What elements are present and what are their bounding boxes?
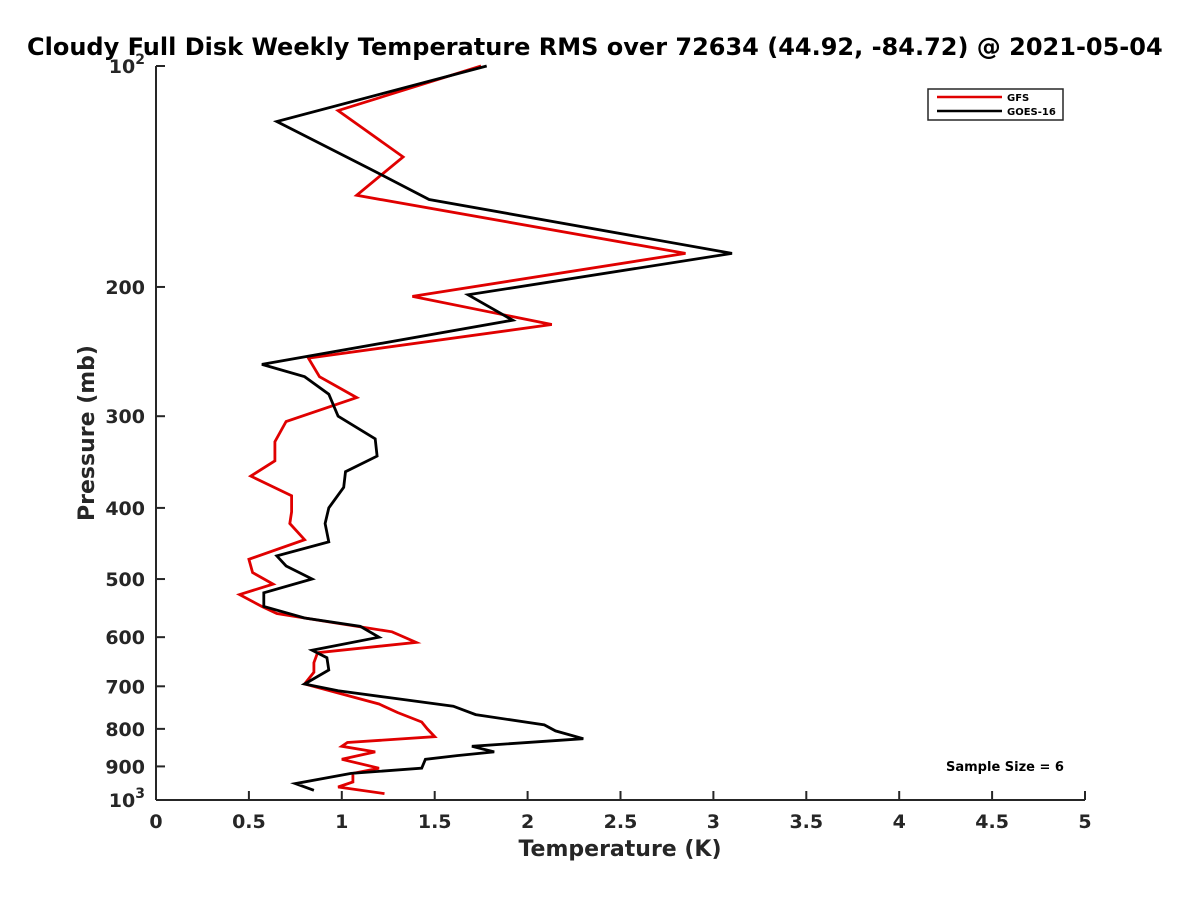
- x-ticks: 0 0.5 1 1.5 2 2.5 3 3.5 4 4.5 5: [149, 791, 1092, 833]
- legend: GFS GOES-16: [927, 88, 1064, 121]
- x-tick-label: 3.5: [789, 811, 823, 833]
- x-tick-label: 1.5: [418, 811, 452, 833]
- y-tick-label: 300: [105, 406, 145, 428]
- x-tick-label: 1: [335, 811, 348, 833]
- x-tick-label: 0: [149, 811, 162, 833]
- x-tick-label: 4: [893, 811, 906, 833]
- series-line-goes16: [261, 64, 733, 792]
- y-ticks: 102 200 300 400 500 600 700 800 900 103: [105, 52, 165, 812]
- x-tick-label: 2: [521, 811, 534, 833]
- y-tick-label: 600: [105, 627, 145, 649]
- y-tick-label: 700: [105, 676, 145, 698]
- y-tick-label: 102: [109, 52, 145, 78]
- x-tick-label: 0.5: [232, 811, 266, 833]
- legend-box: [927, 88, 1064, 121]
- y-axis-label: Pressure (mb): [75, 345, 100, 521]
- y-tick-label: 103: [109, 786, 145, 812]
- plot-area: 0 0.5 1 1.5 2 2.5 3 3.5 4 4.5 5 102 200 300 400 500 600…: [105, 52, 1091, 833]
- y-tick-label: 200: [105, 277, 145, 299]
- x-tick-label: 4.5: [975, 811, 1009, 833]
- y-tick-label: 900: [105, 756, 145, 778]
- series-lines: [235, 64, 733, 795]
- legend-label-goes16: GOES-16: [1007, 107, 1056, 118]
- x-tick-label: 3: [707, 811, 720, 833]
- x-tick-label: 2.5: [604, 811, 638, 833]
- x-tick-label: 5: [1078, 811, 1091, 833]
- series-line-gfs: [235, 64, 686, 795]
- y-tick-label: 800: [105, 719, 145, 741]
- sample-size-annotation: Sample Size = 6: [946, 760, 1064, 775]
- y-tick-label: 500: [105, 569, 145, 591]
- legend-label-gfs: GFS: [1007, 93, 1029, 104]
- x-axis-label: Temperature (K): [518, 837, 721, 862]
- y-tick-label: 400: [105, 498, 145, 520]
- chart-title: Cloudy Full Disk Weekly Temperature RMS …: [27, 33, 1163, 61]
